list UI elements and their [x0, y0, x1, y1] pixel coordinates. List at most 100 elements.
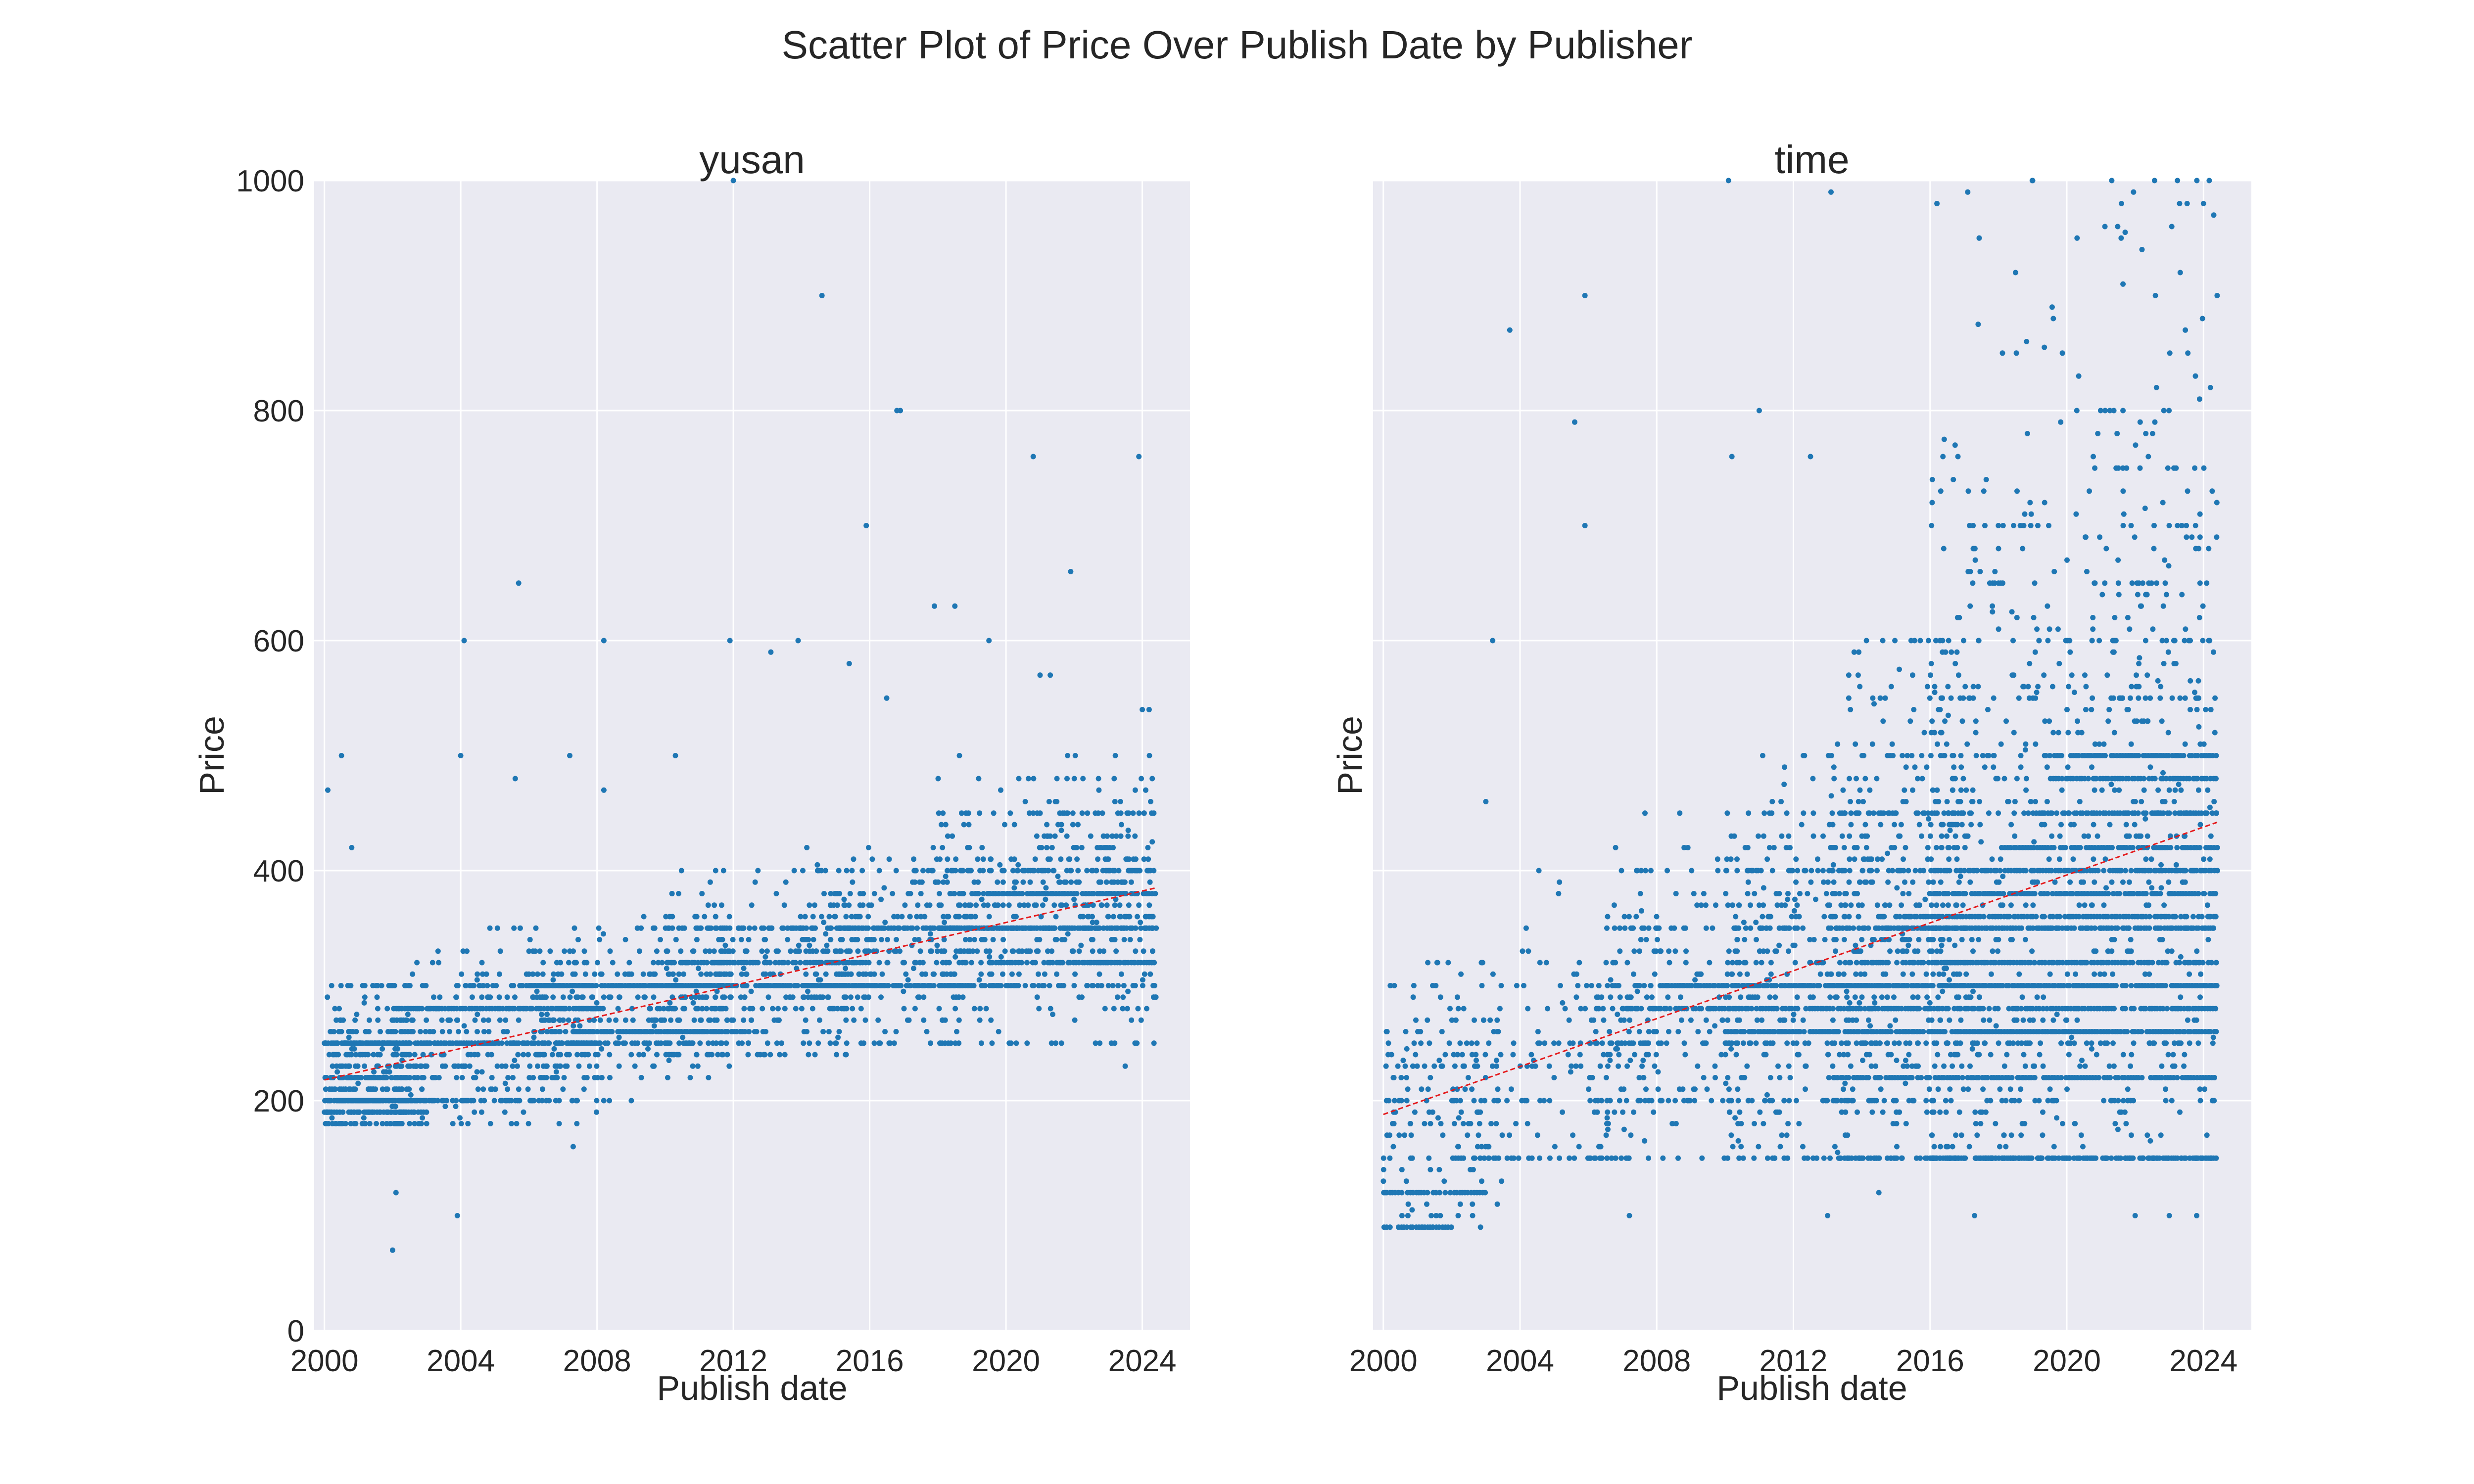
data-point: [1622, 1040, 1628, 1046]
data-point: [1884, 1040, 1890, 1046]
data-point: [506, 1006, 512, 1012]
data-point: [354, 1012, 360, 1018]
data-point: [855, 948, 861, 954]
data-point: [1892, 845, 1898, 850]
data-point: [965, 845, 971, 850]
data-point: [841, 902, 847, 908]
data-point: [1868, 1063, 1874, 1069]
data-point: [1666, 1029, 1671, 1034]
data-point: [510, 1075, 516, 1080]
data-point: [1628, 1040, 1634, 1046]
data-point: [693, 988, 699, 994]
data-point: [1873, 1063, 1879, 1069]
data-point: [1541, 1098, 1547, 1104]
data-point: [454, 983, 460, 988]
data-point: [1143, 914, 1149, 920]
data-point: [327, 1086, 333, 1092]
data-point: [424, 1109, 429, 1115]
data-point: [1727, 1109, 1733, 1115]
data-point: [1498, 983, 1504, 988]
data-point: [1035, 948, 1041, 954]
data-point: [551, 971, 557, 977]
data-point: [1136, 810, 1142, 816]
data-point: [977, 1017, 983, 1023]
data-point: [1400, 1058, 1406, 1064]
data-point: [1097, 948, 1103, 954]
data-point: [1799, 822, 1805, 828]
data-point: [1735, 1138, 1741, 1144]
data-point: [605, 1040, 611, 1046]
data-point: [1906, 1052, 1912, 1058]
data-point: [1470, 1201, 1475, 1207]
data-point: [1146, 753, 1152, 758]
data-point: [1620, 1109, 1626, 1115]
data-point: [1408, 1132, 1414, 1138]
data-point: [1915, 776, 1920, 782]
data-point: [1117, 902, 1123, 908]
data-point: [1821, 879, 1826, 885]
data-point: [1465, 1075, 1471, 1080]
data-point: [1462, 1086, 1468, 1092]
data-point: [1858, 971, 1863, 977]
data-point: [1856, 1000, 1862, 1006]
data-point: [752, 879, 758, 885]
data-point: [1556, 1040, 1562, 1046]
data-point: [811, 902, 817, 908]
data-point: [1952, 1040, 1958, 1046]
data-point: [1591, 1109, 1597, 1115]
data-point: [1828, 971, 1834, 977]
data-point: [352, 1086, 358, 1092]
data-point: [1095, 983, 1101, 988]
data-point: [485, 1017, 491, 1023]
data-point: [747, 1006, 753, 1012]
data-point: [1835, 741, 1841, 747]
data-point: [879, 971, 885, 977]
data-point: [475, 1086, 481, 1092]
data-point: [442, 1104, 448, 1110]
data-point: [1593, 1029, 1599, 1034]
data-point: [661, 1006, 666, 1012]
data-point: [1414, 1063, 1420, 1069]
data-point: [826, 914, 832, 920]
data-point: [779, 1040, 784, 1046]
data-point: [663, 914, 669, 920]
data-point: [613, 1017, 619, 1023]
data-point: [593, 1006, 599, 1012]
data-point: [855, 994, 860, 1000]
data-point: [683, 983, 689, 988]
data-point: [817, 977, 823, 983]
data-point: [550, 977, 556, 983]
data-point: [1928, 730, 1934, 736]
data-point: [847, 891, 853, 896]
data-point: [1745, 891, 1751, 896]
data-point: [1641, 925, 1647, 931]
data-point: [1820, 868, 1826, 874]
data-point: [1681, 1040, 1687, 1046]
data-point: [1720, 1098, 1726, 1104]
data-point: [1844, 1017, 1850, 1023]
data-point: [1846, 879, 1852, 885]
data-point: [967, 937, 973, 942]
data-point: [1034, 810, 1040, 816]
data-point: [857, 914, 863, 920]
data-point: [1032, 856, 1038, 862]
data-point: [849, 937, 855, 942]
data-point: [940, 845, 946, 850]
data-point: [1643, 1086, 1649, 1092]
data-point: [1767, 925, 1773, 931]
data-point: [1494, 1063, 1499, 1069]
data-point: [1458, 971, 1464, 977]
data-point: [431, 994, 436, 1000]
data-point: [973, 902, 979, 908]
data-point: [1405, 1213, 1411, 1218]
data-point: [980, 856, 986, 862]
data-point: [1743, 925, 1749, 931]
data-point: [350, 1098, 356, 1104]
data-point: [1138, 925, 1144, 931]
data-point: [1640, 1058, 1646, 1064]
data-point: [1132, 833, 1138, 839]
data-point: [1461, 1121, 1466, 1126]
data-point: [665, 1040, 671, 1046]
data-point: [882, 1029, 888, 1034]
data-point: [1895, 948, 1901, 954]
